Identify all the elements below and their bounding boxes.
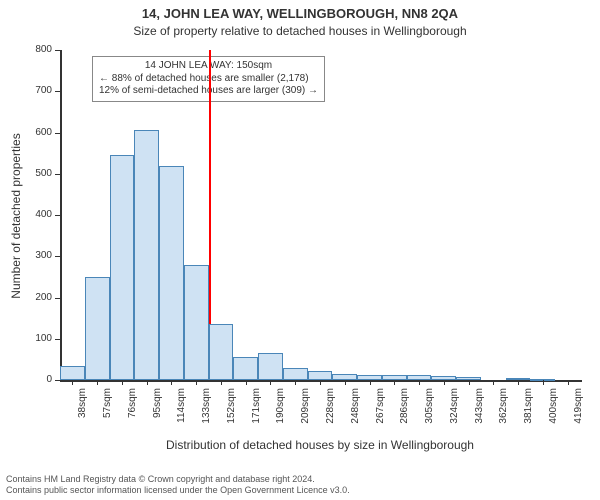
x-tick (270, 380, 271, 385)
x-tick (518, 380, 519, 385)
histogram-bar (85, 277, 110, 380)
histogram-bar (184, 265, 209, 381)
x-tick-label: 152sqm (226, 388, 237, 438)
histogram-bar (60, 366, 85, 380)
x-tick-label: 343sqm (474, 388, 485, 438)
y-tick (55, 215, 60, 216)
x-tick-label: 95sqm (152, 388, 163, 438)
x-tick (345, 380, 346, 385)
x-tick-label: 209sqm (300, 388, 311, 438)
x-tick-label: 38sqm (77, 388, 88, 438)
y-tick (55, 256, 60, 257)
x-tick (394, 380, 395, 385)
y-tick (55, 174, 60, 175)
x-tick (171, 380, 172, 385)
x-tick (493, 380, 494, 385)
x-tick (246, 380, 247, 385)
x-tick (320, 380, 321, 385)
y-tick-label: 300 (0, 250, 52, 261)
chart-title: 14, JOHN LEA WAY, WELLINGBOROUGH, NN8 2Q… (0, 6, 600, 21)
x-tick (370, 380, 371, 385)
chart-subtitle: Size of property relative to detached ho… (0, 24, 600, 38)
x-tick-label: 400sqm (548, 388, 559, 438)
x-tick (221, 380, 222, 385)
x-tick (97, 380, 98, 385)
x-tick (72, 380, 73, 385)
x-tick-label: 324sqm (449, 388, 460, 438)
footer-line2: Contains public sector information licen… (6, 485, 350, 496)
x-tick-label: 381sqm (523, 388, 534, 438)
x-tick (122, 380, 123, 385)
y-tick-label: 600 (0, 127, 52, 138)
y-tick (55, 133, 60, 134)
histogram-bar (283, 368, 308, 380)
histogram-bar (134, 130, 159, 380)
y-tick (55, 50, 60, 51)
x-tick-label: 57sqm (102, 388, 113, 438)
histogram-bar (209, 324, 234, 380)
x-tick (196, 380, 197, 385)
x-tick-label: 76sqm (127, 388, 138, 438)
x-tick-label: 171sqm (251, 388, 262, 438)
y-tick-label: 700 (0, 85, 52, 96)
x-tick (295, 380, 296, 385)
x-tick-label: 228sqm (325, 388, 336, 438)
histogram-bar (233, 357, 258, 380)
histogram-bar (110, 155, 135, 380)
histogram-bar (258, 353, 283, 380)
y-tick-label: 100 (0, 333, 52, 344)
x-tick (444, 380, 445, 385)
y-tick-label: 400 (0, 209, 52, 220)
x-tick-label: 419sqm (573, 388, 584, 438)
x-tick-label: 362sqm (498, 388, 509, 438)
x-tick (469, 380, 470, 385)
x-tick-label: 305sqm (424, 388, 435, 438)
histogram-bar (308, 371, 333, 380)
y-tick-label: 800 (0, 44, 52, 55)
y-tick (55, 298, 60, 299)
x-tick-label: 114sqm (176, 388, 187, 438)
x-tick-label: 286sqm (399, 388, 410, 438)
y-tick (55, 380, 60, 381)
x-axis-label: Distribution of detached houses by size … (60, 438, 580, 452)
x-tick-label: 190sqm (275, 388, 286, 438)
x-tick-label: 267sqm (375, 388, 386, 438)
x-tick (147, 380, 148, 385)
chart-container: { "title": { "line1": "14, JOHN LEA WAY,… (0, 0, 600, 500)
x-tick-label: 133sqm (201, 388, 212, 438)
y-tick-label: 200 (0, 292, 52, 303)
y-tick (55, 339, 60, 340)
footer-attribution: Contains HM Land Registry data © Crown c… (6, 474, 350, 497)
x-tick (419, 380, 420, 385)
y-tick (55, 91, 60, 92)
y-tick-label: 0 (0, 374, 52, 385)
y-tick-label: 500 (0, 168, 52, 179)
x-tick (543, 380, 544, 385)
footer-line1: Contains HM Land Registry data © Crown c… (6, 474, 350, 485)
histogram-bar (159, 166, 184, 381)
x-tick (568, 380, 569, 385)
x-tick-label: 248sqm (350, 388, 361, 438)
